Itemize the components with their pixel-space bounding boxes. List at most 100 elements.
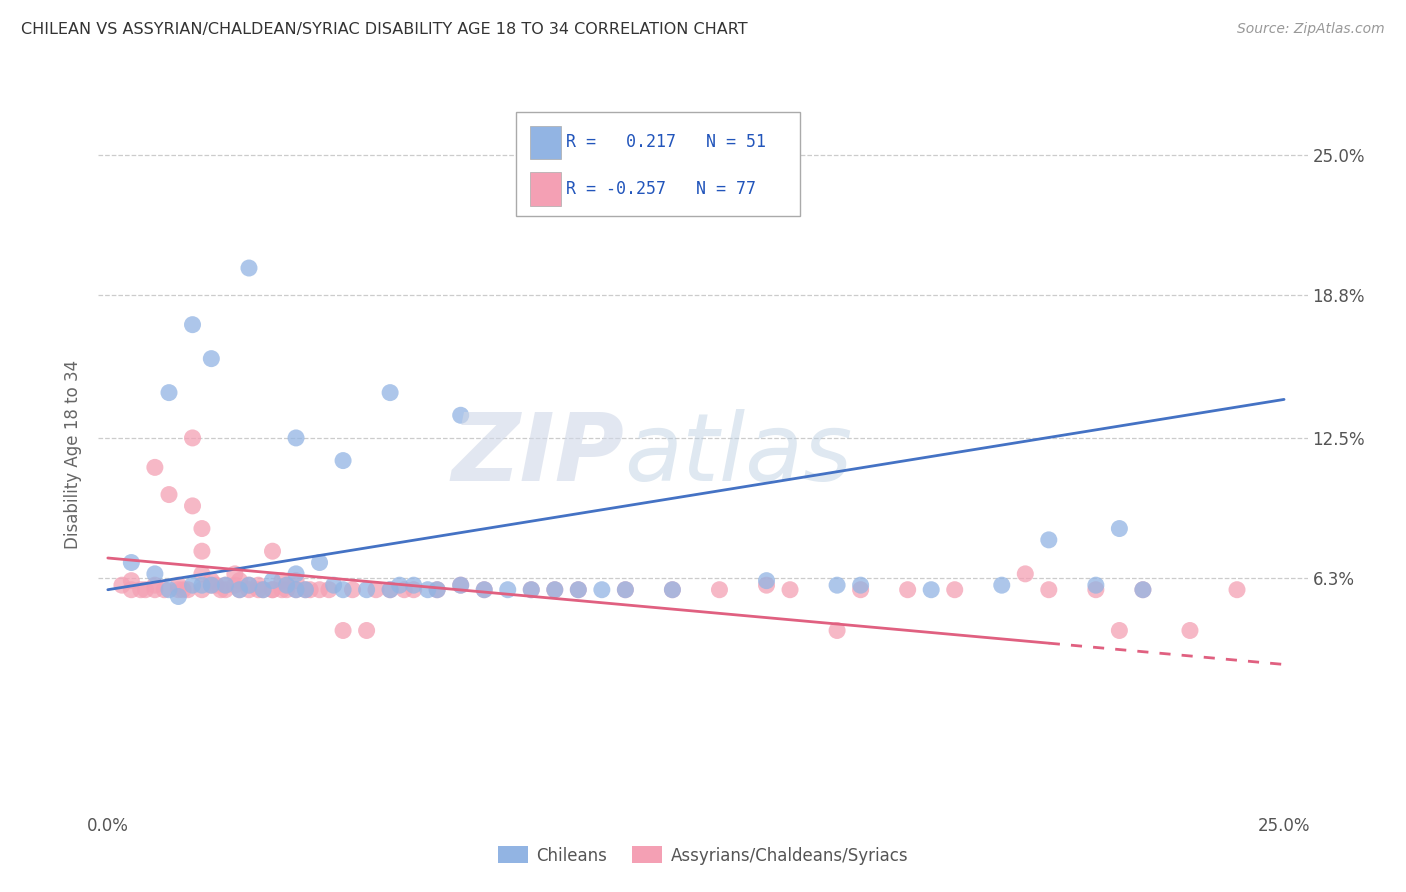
- Point: [276, 582, 298, 597]
- Point: [167, 582, 190, 597]
- Point: [120, 574, 142, 588]
- Point: [709, 582, 731, 597]
- Point: [252, 582, 274, 597]
- Point: [567, 582, 589, 597]
- Point: [591, 582, 613, 597]
- Point: [402, 582, 425, 597]
- Point: [167, 590, 190, 604]
- Point: [214, 578, 236, 592]
- Point: [285, 566, 308, 581]
- Text: R = -0.257   N = 77: R = -0.257 N = 77: [567, 180, 756, 198]
- Point: [1132, 582, 1154, 597]
- Point: [544, 582, 567, 597]
- Text: R =   0.217   N = 51: R = 0.217 N = 51: [567, 134, 766, 152]
- Point: [943, 582, 966, 597]
- Point: [990, 578, 1012, 592]
- Point: [322, 578, 344, 592]
- Point: [308, 556, 330, 570]
- Point: [134, 582, 156, 597]
- Point: [614, 582, 637, 597]
- Point: [416, 582, 439, 597]
- Point: [825, 624, 848, 638]
- Point: [378, 582, 401, 597]
- Point: [143, 566, 166, 581]
- Point: [364, 582, 387, 597]
- Point: [177, 582, 200, 597]
- Point: [276, 578, 298, 592]
- Point: [200, 578, 222, 592]
- Point: [755, 578, 778, 592]
- Point: [450, 578, 472, 592]
- Point: [224, 578, 246, 592]
- Point: [849, 578, 872, 592]
- Point: [200, 574, 222, 588]
- Point: [825, 578, 848, 592]
- Point: [450, 578, 472, 592]
- Point: [1038, 533, 1060, 547]
- Point: [318, 582, 340, 597]
- Point: [1084, 582, 1107, 597]
- Point: [332, 624, 354, 638]
- Point: [224, 566, 246, 581]
- Point: [228, 574, 250, 588]
- Point: [143, 578, 166, 592]
- Point: [755, 574, 778, 588]
- Text: Source: ZipAtlas.com: Source: ZipAtlas.com: [1237, 22, 1385, 37]
- Point: [252, 582, 274, 597]
- Point: [779, 582, 801, 597]
- Point: [238, 578, 260, 592]
- Point: [129, 582, 152, 597]
- Y-axis label: Disability Age 18 to 34: Disability Age 18 to 34: [65, 360, 83, 549]
- Point: [294, 582, 316, 597]
- Point: [228, 582, 250, 597]
- Point: [661, 582, 683, 597]
- Point: [271, 582, 294, 597]
- Text: atlas: atlas: [624, 409, 852, 500]
- Point: [271, 574, 294, 588]
- Point: [214, 578, 236, 592]
- Point: [285, 582, 308, 597]
- Point: [157, 582, 180, 597]
- Point: [426, 582, 449, 597]
- Point: [544, 582, 567, 597]
- Point: [143, 460, 166, 475]
- Text: ZIP: ZIP: [451, 409, 624, 501]
- Point: [111, 578, 134, 592]
- Point: [285, 431, 308, 445]
- Point: [388, 578, 411, 592]
- Point: [1038, 582, 1060, 597]
- Point: [228, 582, 250, 597]
- Point: [450, 409, 472, 423]
- Point: [332, 582, 354, 597]
- Point: [238, 260, 260, 275]
- Point: [356, 582, 378, 597]
- Point: [285, 582, 308, 597]
- Point: [157, 385, 180, 400]
- Point: [181, 318, 204, 332]
- Point: [262, 582, 284, 597]
- Point: [191, 522, 214, 536]
- Point: [191, 566, 214, 581]
- Point: [181, 431, 204, 445]
- Point: [849, 582, 872, 597]
- Point: [157, 487, 180, 501]
- Point: [520, 582, 543, 597]
- Point: [191, 578, 214, 592]
- Point: [472, 582, 495, 597]
- Point: [356, 624, 378, 638]
- Point: [200, 578, 222, 592]
- Point: [308, 582, 330, 597]
- Point: [262, 544, 284, 558]
- Point: [378, 582, 401, 597]
- Point: [247, 578, 270, 592]
- Point: [200, 351, 222, 366]
- Point: [426, 582, 449, 597]
- Point: [120, 556, 142, 570]
- Point: [191, 582, 214, 597]
- Point: [332, 453, 354, 467]
- Point: [378, 385, 401, 400]
- Legend: Chileans, Assyrians/Chaldeans/Syriacs: Chileans, Assyrians/Chaldeans/Syriacs: [491, 839, 915, 871]
- Point: [209, 582, 232, 597]
- Point: [299, 582, 322, 597]
- Point: [262, 582, 284, 597]
